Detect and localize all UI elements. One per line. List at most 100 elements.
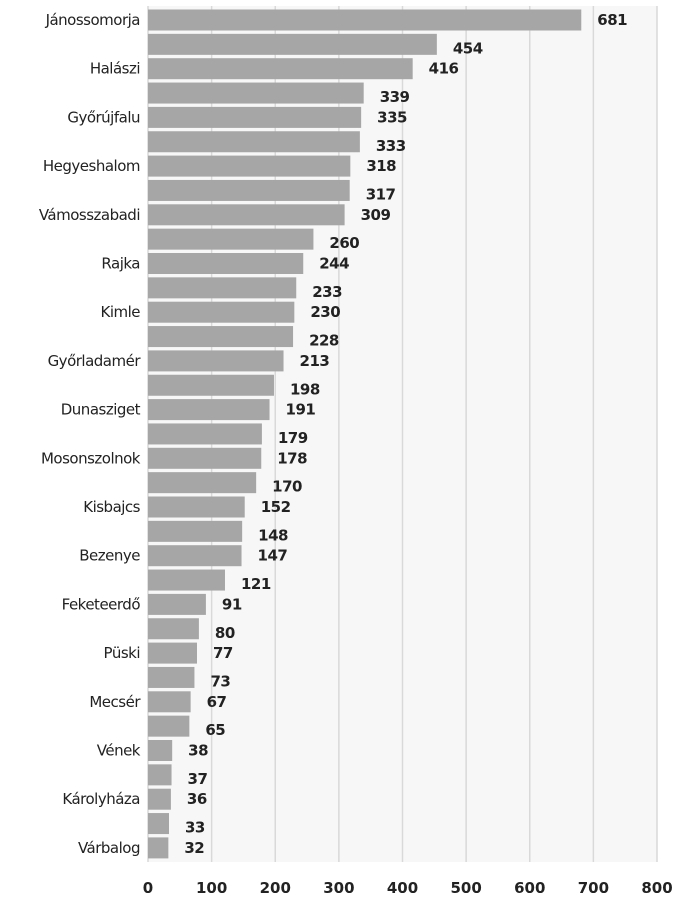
value-label: 233 bbox=[312, 283, 342, 301]
category-label: Károlyháza bbox=[62, 790, 140, 808]
category-label: Kisbajcs bbox=[83, 498, 140, 516]
value-label: 121 bbox=[241, 575, 271, 593]
value-label: 244 bbox=[319, 255, 349, 273]
bar bbox=[148, 179, 350, 201]
value-label: 230 bbox=[310, 303, 340, 321]
value-label: 213 bbox=[300, 352, 330, 370]
bar bbox=[148, 545, 242, 567]
bar bbox=[148, 228, 314, 250]
value-label: 198 bbox=[290, 380, 320, 398]
value-label: 178 bbox=[277, 449, 307, 467]
value-label: 147 bbox=[258, 547, 288, 565]
value-label: 38 bbox=[188, 742, 208, 760]
bar bbox=[148, 131, 360, 153]
bars bbox=[148, 9, 582, 859]
bar bbox=[148, 277, 297, 299]
bar bbox=[148, 423, 262, 445]
value-label: 36 bbox=[187, 790, 207, 808]
category-label: Várbalog bbox=[78, 839, 140, 857]
bar bbox=[148, 399, 270, 421]
bar bbox=[148, 204, 345, 226]
value-label: 80 bbox=[215, 624, 235, 642]
x-tick-label: 700 bbox=[578, 879, 609, 897]
bar bbox=[148, 496, 245, 518]
bar bbox=[148, 593, 206, 615]
bar bbox=[148, 350, 284, 372]
bar bbox=[148, 520, 243, 542]
x-tick-label: 500 bbox=[450, 879, 481, 897]
category-label: Dunasziget bbox=[61, 401, 141, 419]
bar bbox=[148, 788, 171, 810]
category-label: Vámosszabadi bbox=[39, 206, 140, 224]
value-label: 309 bbox=[361, 206, 391, 224]
value-label: 91 bbox=[222, 595, 242, 613]
value-label: 73 bbox=[210, 672, 230, 690]
category-label: Győrladamér bbox=[48, 352, 142, 370]
category-label: Rajka bbox=[101, 255, 140, 273]
bar bbox=[148, 9, 582, 31]
x-axis-tick-labels: 0 100 200 300 400 500 600 700 800 bbox=[143, 879, 673, 897]
value-label: 416 bbox=[429, 60, 459, 78]
bar bbox=[148, 58, 413, 80]
x-tick-label: 100 bbox=[196, 879, 227, 897]
category-labels: Jánossomorja Halászi Győrújfalu Hegyeshalom… bbox=[39, 11, 142, 857]
category-label: Kimle bbox=[100, 303, 140, 321]
category-label: Hegyeshalom bbox=[43, 157, 140, 175]
bar bbox=[148, 740, 173, 761]
value-label: 260 bbox=[329, 234, 359, 252]
bar bbox=[148, 569, 225, 591]
category-label: Halászi bbox=[90, 60, 140, 78]
value-label: 681 bbox=[597, 11, 627, 29]
value-label: 67 bbox=[207, 693, 227, 711]
value-label: 191 bbox=[286, 401, 316, 419]
category-label: Jánossomorja bbox=[45, 11, 140, 29]
value-label: 65 bbox=[205, 721, 225, 739]
category-label: Feketeerdő bbox=[62, 595, 141, 613]
bar bbox=[148, 374, 274, 396]
value-label: 152 bbox=[261, 498, 291, 516]
bar bbox=[148, 764, 172, 786]
value-label: 228 bbox=[309, 332, 339, 350]
category-label: Bezenye bbox=[79, 547, 140, 565]
value-label: 33 bbox=[185, 819, 205, 837]
category-label: Mecsér bbox=[89, 693, 141, 711]
bar bbox=[148, 326, 294, 348]
value-label: 339 bbox=[380, 88, 410, 106]
bar bbox=[148, 715, 190, 737]
value-label: 170 bbox=[272, 478, 302, 496]
bar bbox=[148, 618, 199, 640]
value-label: 179 bbox=[278, 429, 308, 447]
value-label: 32 bbox=[184, 839, 204, 857]
bar bbox=[148, 813, 169, 835]
x-tick-label: 0 bbox=[143, 879, 153, 897]
bar bbox=[148, 837, 169, 859]
category-label: Püski bbox=[104, 644, 140, 662]
bar bbox=[148, 301, 295, 323]
category-label: Vének bbox=[97, 742, 141, 760]
bar bbox=[148, 155, 351, 177]
bar bbox=[148, 691, 191, 713]
value-label: 454 bbox=[453, 39, 483, 57]
value-label: 333 bbox=[376, 137, 406, 155]
bar bbox=[148, 447, 262, 469]
bar bbox=[148, 82, 364, 104]
x-tick-label: 200 bbox=[260, 879, 291, 897]
value-label: 37 bbox=[188, 770, 208, 788]
bar bbox=[148, 642, 197, 664]
category-label: Mosonszolnok bbox=[41, 449, 141, 467]
x-tick-label: 400 bbox=[387, 879, 418, 897]
value-label: 318 bbox=[366, 157, 396, 175]
bar bbox=[148, 106, 362, 128]
bar bbox=[148, 253, 304, 274]
x-tick-label: 300 bbox=[323, 879, 354, 897]
bar bbox=[148, 472, 257, 494]
bar bbox=[148, 33, 437, 55]
value-label: 77 bbox=[213, 644, 233, 662]
category-label: Győrújfalu bbox=[67, 108, 140, 126]
value-label: 335 bbox=[377, 108, 407, 126]
x-tick-label: 800 bbox=[641, 879, 672, 897]
bar bbox=[148, 666, 195, 688]
value-label: 317 bbox=[366, 185, 396, 203]
x-tick-label: 600 bbox=[514, 879, 545, 897]
